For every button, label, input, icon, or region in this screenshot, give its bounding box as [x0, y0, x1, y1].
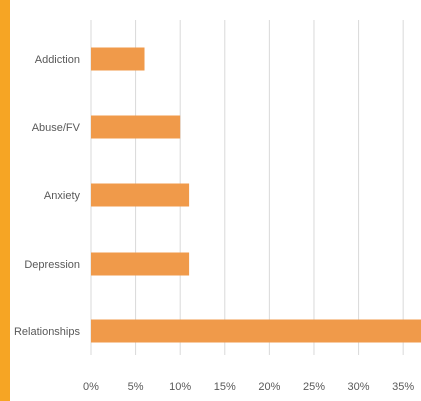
bar-anxiety [91, 183, 190, 207]
category-label: Addiction [35, 54, 80, 66]
bar-relationships [91, 319, 421, 343]
x-tick-label: 15% [214, 381, 236, 393]
x-tick-label: 20% [258, 381, 280, 393]
x-tick-label: 25% [303, 381, 325, 393]
category-label: Depression [24, 259, 80, 271]
bar-depression [91, 252, 190, 276]
x-tick-label: 30% [348, 381, 370, 393]
accent-strip [0, 0, 10, 401]
x-tick-label: 35% [392, 381, 414, 393]
x-tick-label: 5% [128, 381, 144, 393]
gridlines [90, 20, 404, 355]
category-label: Relationships [14, 326, 81, 338]
category-labels: Addiction Abuse/FV Anxiety Depression Relati… [14, 54, 81, 338]
bar-abuse-fv [91, 115, 181, 139]
x-tick-label: 0% [83, 381, 99, 393]
bar-addiction [91, 47, 145, 71]
bars [91, 47, 421, 343]
x-tick-labels: 0% 5% 10% 15% 20% 25% 30% 35% [83, 381, 414, 393]
x-tick-label: 10% [169, 381, 191, 393]
category-label: Abuse/FV [32, 122, 81, 134]
category-label: Anxiety [44, 190, 81, 202]
